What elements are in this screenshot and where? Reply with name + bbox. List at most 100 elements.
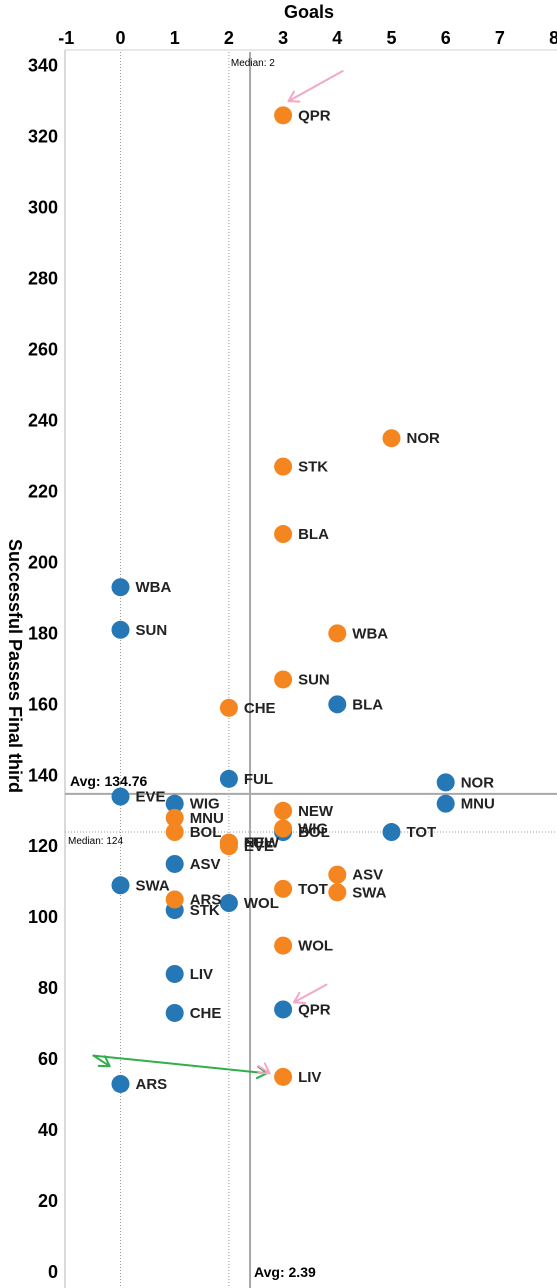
data-point (165, 1003, 184, 1022)
data-point-label: MNU (190, 810, 224, 827)
data-point (274, 879, 293, 898)
annotation-arrow (287, 70, 344, 103)
y-tick-label: 20 (38, 1191, 58, 1211)
data-point-label: STK (298, 459, 328, 476)
data-point-label: ASV (190, 856, 221, 873)
y-median-label: Median: 124 (68, 836, 123, 847)
data-point (274, 670, 293, 689)
y-tick-label: 100 (28, 907, 58, 927)
data-point (165, 808, 184, 827)
data-point (274, 1000, 293, 1019)
x-tick-label: 1 (170, 28, 180, 48)
data-point (165, 964, 184, 983)
x-tick-label: 0 (115, 28, 125, 48)
data-point-label: TOT (407, 824, 437, 841)
point-labels: WBA SUN EVE SWA ARS WIG ASV STK LIV CHE FUL WOL NEW B… (136, 107, 495, 1093)
data-point-label: BLA (298, 526, 329, 543)
reference-lines: Median: 2 Avg: 2.39 Median: 124 Avg: 134.76 (65, 52, 557, 1288)
data-point-label: ARS (136, 1076, 168, 1093)
data-point (274, 801, 293, 820)
y-tick-label: 280 (28, 269, 58, 289)
data-point (111, 1074, 130, 1093)
data-point (328, 865, 347, 884)
data-point (382, 429, 401, 448)
x-tick-label: 2 (224, 28, 234, 48)
data-point-label: NEW (298, 803, 334, 820)
y-tick-label: 160 (28, 694, 58, 714)
data-point (219, 894, 238, 913)
data-point (436, 794, 455, 813)
data-point (328, 624, 347, 643)
data-point-label: WIG (190, 796, 220, 813)
data-point-label: BOL (190, 824, 222, 841)
x-tick-label: 3 (278, 28, 288, 48)
data-point-label: SWA (352, 884, 386, 901)
data-point (274, 525, 293, 544)
data-point (165, 890, 184, 909)
data-point-label: EVE (244, 838, 274, 855)
data-point (328, 883, 347, 902)
y-tick-label: 60 (38, 1049, 58, 1069)
data-point-label: CHE (244, 700, 276, 717)
x-axis-title: Goals (284, 2, 334, 22)
annotation-arrows (92, 70, 344, 1080)
data-point-label: LIV (298, 1069, 321, 1086)
data-point-label: FUL (244, 835, 273, 852)
data-point (111, 876, 130, 895)
axis-ticks: -1 0 1 2 3 4 5 6 7 802040608010012014016018020022… (28, 28, 557, 1282)
y-axis-title: Successful Passes Final third (5, 539, 25, 793)
data-point-label: CHE (190, 1005, 222, 1022)
annotation-arrow (257, 1062, 271, 1075)
data-point-label: SUN (136, 622, 168, 639)
data-point-label: WOL (244, 895, 279, 912)
data-point (165, 794, 184, 813)
data-point (219, 769, 238, 788)
data-point-label: BLA (352, 696, 383, 713)
y-tick-label: 340 (28, 56, 58, 76)
y-tick-label: 240 (28, 410, 58, 430)
annotation-arrow (292, 983, 328, 1004)
y-tick-label: 320 (28, 127, 58, 147)
y-avg-label: Avg: 134.76 (70, 773, 148, 789)
data-point-label: NOR (407, 430, 441, 447)
data-point (165, 823, 184, 842)
data-point (382, 823, 401, 842)
data-point (219, 698, 238, 717)
data-point-label: MNU (461, 796, 495, 813)
x-tick-label: 6 (441, 28, 451, 48)
y-tick-label: 220 (28, 481, 58, 501)
data-point-label: ASV (352, 867, 383, 884)
data-point (274, 106, 293, 125)
y-tick-label: 0 (48, 1262, 58, 1282)
data-point (436, 773, 455, 792)
x-tick-label: 4 (332, 28, 342, 48)
data-point-label: SUN (298, 671, 330, 688)
data-point (165, 854, 184, 873)
annotation-arrow (92, 1054, 268, 1080)
data-point-label: WIG (298, 821, 328, 838)
data-point (274, 457, 293, 476)
data-point (111, 787, 130, 806)
data-point (328, 695, 347, 714)
data-point-label: FUL (244, 771, 273, 788)
data-point-label: NEW (244, 835, 280, 852)
y-tick-label: 300 (28, 198, 58, 218)
x-tick-label: -1 (58, 28, 74, 48)
data-point (219, 837, 238, 856)
y-tick-label: 200 (28, 552, 58, 572)
plot-frame (64, 49, 557, 1288)
y-tick-label: 140 (28, 765, 58, 785)
data-point-label: WOL (298, 938, 333, 955)
data-point-label: WBA (136, 579, 172, 596)
x-median-label: Median: 2 (231, 58, 275, 69)
y-tick-label: 180 (28, 623, 58, 643)
data-point (274, 1067, 293, 1086)
data-point-label: QPR (298, 107, 331, 124)
y-tick-label: 120 (28, 836, 58, 856)
x-tick-label: 7 (495, 28, 505, 48)
y-tick-label: 260 (28, 340, 58, 360)
data-point-label: BOL (298, 824, 330, 841)
y-tick-label: 80 (38, 978, 58, 998)
data-point-label: TOT (298, 881, 328, 898)
